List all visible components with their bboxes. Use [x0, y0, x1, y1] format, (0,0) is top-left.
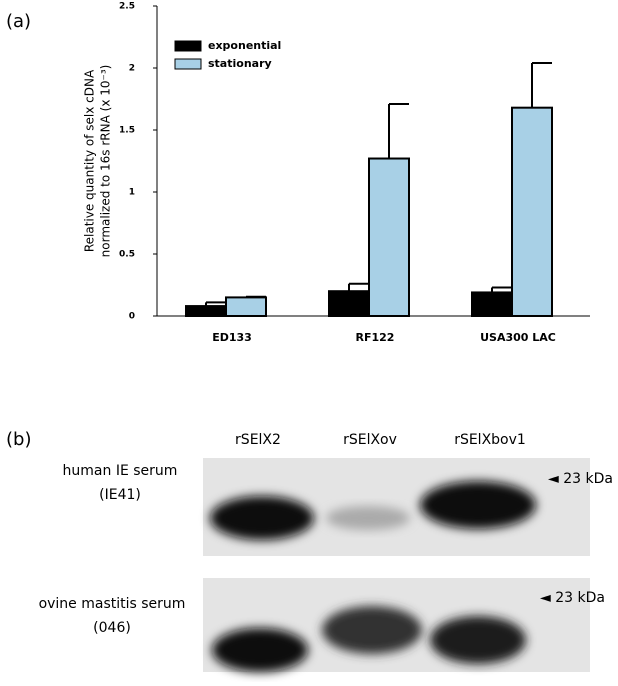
- x-tick-label: USA300 LAC: [480, 331, 556, 344]
- legend-label: exponential: [208, 39, 281, 52]
- row-label: ovine mastitis serum: [39, 596, 186, 612]
- column-label: rSElX2: [235, 432, 281, 448]
- band: [322, 606, 422, 654]
- band: [210, 496, 314, 540]
- legend-label: stationary: [208, 57, 272, 70]
- bar: [225, 296, 267, 317]
- x-tick-label: RF122: [356, 331, 395, 344]
- error-bar: [531, 62, 552, 108]
- y-axis-label: Relative quantity of selx cDNA: [83, 69, 97, 252]
- chart: 0 0.5 1 1.5 2 2.5 Relative quantity of selx cD…: [83, 2, 590, 344]
- y-tick-label: 1: [129, 188, 135, 198]
- row-label: human IE serum: [63, 463, 178, 479]
- bar: [471, 291, 513, 318]
- x-tick-label: ED133: [212, 331, 252, 344]
- y-tick-label: 2.5: [119, 2, 135, 12]
- y-tick-label: 1.5: [119, 126, 135, 136]
- legend-swatch: [174, 40, 202, 52]
- band: [430, 616, 526, 664]
- y-tick-label: 2: [129, 64, 135, 74]
- legend-swatch: [174, 58, 202, 70]
- size-marker: ◄ 23 kDa: [548, 471, 613, 487]
- bar: [368, 157, 410, 317]
- y-axis-label: normalized to 16s rRNA (x 10⁻³): [99, 65, 113, 258]
- error-bar: [348, 282, 369, 292]
- band: [212, 628, 308, 672]
- bar: [511, 106, 553, 318]
- bar: [185, 305, 227, 317]
- error-bar: [388, 102, 409, 159]
- y-tick-label: 0.5: [119, 250, 135, 260]
- panel-label: (a): [6, 11, 31, 32]
- y-tick-label: 0: [129, 312, 135, 322]
- row-label: (IE41): [99, 487, 141, 503]
- blot: rSElX2 rSElXov rSElXbov1 human IE serum …: [39, 432, 613, 672]
- band: [420, 481, 536, 529]
- bar: [328, 290, 370, 318]
- panel-label: (b): [6, 429, 31, 450]
- row-label: (046): [93, 620, 131, 636]
- column-label: rSElXov: [343, 432, 397, 448]
- size-marker: ◄ 23 kDa: [540, 590, 605, 606]
- column-label: rSElXbov1: [454, 432, 526, 448]
- band: [326, 506, 410, 530]
